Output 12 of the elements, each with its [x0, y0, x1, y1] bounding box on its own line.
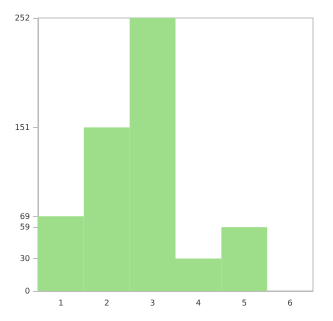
y-tick-label: 0	[24, 286, 30, 296]
x-tick-label: 4	[196, 298, 201, 308]
y-tick-label: 30	[20, 254, 30, 263]
x-tick-label: 3	[150, 298, 156, 308]
x-tick-label: 1	[58, 298, 64, 308]
x-tick-label: 5	[242, 298, 247, 308]
y-tick-label: 69	[20, 212, 30, 221]
y-tick-label: 151	[14, 122, 30, 132]
x-tick-label: 2	[104, 298, 110, 308]
x-tick-label: 6	[288, 298, 293, 308]
y-tick-label: 252	[14, 14, 30, 22]
y-tick-label: 59	[20, 222, 30, 232]
